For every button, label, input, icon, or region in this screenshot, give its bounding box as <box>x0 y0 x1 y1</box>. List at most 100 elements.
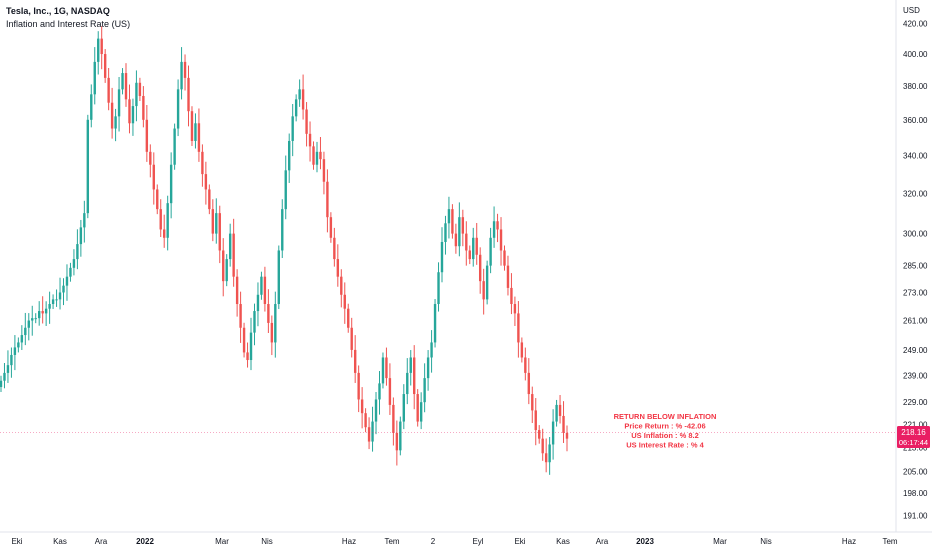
candle-body <box>319 151 322 160</box>
candle-body <box>478 254 482 282</box>
candle-body <box>58 292 62 300</box>
candle-body <box>183 61 187 78</box>
price-tick-label: 300.00 <box>903 230 928 239</box>
candle-body <box>294 99 298 117</box>
candle-body <box>447 209 451 224</box>
candle-body <box>388 378 392 405</box>
time-tick-label: Eyl <box>472 537 483 546</box>
candle-body <box>225 259 228 282</box>
candle-body <box>211 209 215 234</box>
candle-body <box>312 146 315 165</box>
candle-body <box>489 237 492 266</box>
candle-body <box>357 372 360 400</box>
symbol-title[interactable]: Tesla, Inc., 1G, NASDAQ <box>6 6 110 16</box>
price-tick-label: 380.00 <box>903 82 928 91</box>
time-tick-label: Mar <box>215 537 229 546</box>
candle-body <box>482 281 485 300</box>
candle-body <box>72 259 76 268</box>
candle-body <box>492 221 496 238</box>
candle-body <box>381 357 385 384</box>
candle-body <box>562 415 565 433</box>
candle-body <box>187 77 190 112</box>
candle-body <box>10 354 13 366</box>
candle-body <box>440 241 444 273</box>
candle-body <box>458 217 461 247</box>
candle-body <box>367 427 371 442</box>
candle-body <box>437 272 440 305</box>
candle-body <box>93 61 96 95</box>
candle-body <box>159 209 162 230</box>
candle-body <box>249 332 253 361</box>
time-tick-label: Ara <box>596 537 609 546</box>
price-tick-label: 239.00 <box>903 372 928 381</box>
candle-body <box>503 250 506 266</box>
candle-body <box>465 233 468 251</box>
candle-body <box>270 322 274 343</box>
candle-body <box>41 311 44 314</box>
candle-body <box>37 311 41 319</box>
candle-body <box>548 444 551 463</box>
candle-body <box>544 453 548 463</box>
candle-body <box>142 95 145 120</box>
candle-body <box>291 116 294 141</box>
candle-body <box>333 237 336 260</box>
candle-body <box>322 159 326 182</box>
candle-body <box>413 357 416 395</box>
candle-body <box>166 203 169 238</box>
candle-body <box>79 227 83 245</box>
candle-body <box>506 265 510 288</box>
info-line: Price Return : % -42.06 <box>624 422 705 431</box>
price-tick-label: 320.00 <box>903 189 928 198</box>
candle-body <box>256 294 260 312</box>
candle-body <box>454 233 458 247</box>
candle-body <box>565 432 569 439</box>
candle-body <box>20 335 24 343</box>
candle-body <box>419 402 423 422</box>
candle-body <box>117 89 121 117</box>
candle-body <box>228 233 232 260</box>
candle-body <box>315 151 319 165</box>
candle-body <box>44 308 48 314</box>
candle-body <box>472 237 475 260</box>
candle-body <box>347 308 350 328</box>
price-tick-label: 191.00 <box>903 511 928 520</box>
candle-body <box>336 259 340 277</box>
time-axis[interactable]: Eki Kas Ara 2022 Mar Nis Haz Tem 2 Eyl Eki Kas Ara 20… <box>11 537 897 546</box>
candle-body <box>308 133 312 147</box>
price-tick-label: 205.00 <box>903 467 928 476</box>
candle-body <box>409 357 412 373</box>
candle-body <box>510 287 513 305</box>
price-tick-label: 360.00 <box>903 116 928 125</box>
candle-body <box>135 82 138 107</box>
candles-layer <box>0 26 569 475</box>
candle-body <box>520 342 524 358</box>
candle-body <box>0 380 3 388</box>
candle-body <box>246 352 249 361</box>
candle-body <box>103 54 107 78</box>
time-tick-label: Haz <box>842 537 856 546</box>
time-tick-label: 2023 <box>636 537 654 546</box>
candle-body <box>6 365 10 373</box>
candle-body <box>190 111 194 141</box>
time-tick-label: Tem <box>384 537 399 546</box>
candle-body <box>145 119 149 152</box>
candle-body <box>149 151 152 165</box>
candle-body <box>110 102 114 129</box>
candle-body <box>131 106 135 124</box>
candle-body <box>173 128 176 165</box>
candle-body <box>350 327 353 350</box>
time-tick-label: 2022 <box>136 537 154 546</box>
candle-body <box>253 311 256 333</box>
candle-body <box>374 399 378 422</box>
price-axis-unit[interactable]: USD <box>903 6 920 15</box>
candle-body <box>232 233 235 277</box>
candle-body <box>267 304 270 323</box>
candle-body <box>284 170 287 210</box>
candle-body <box>27 320 30 328</box>
candle-body <box>426 357 430 379</box>
candle-body <box>298 89 301 100</box>
indicator-title[interactable]: Inflation and Interest Rate (US) <box>6 19 131 29</box>
